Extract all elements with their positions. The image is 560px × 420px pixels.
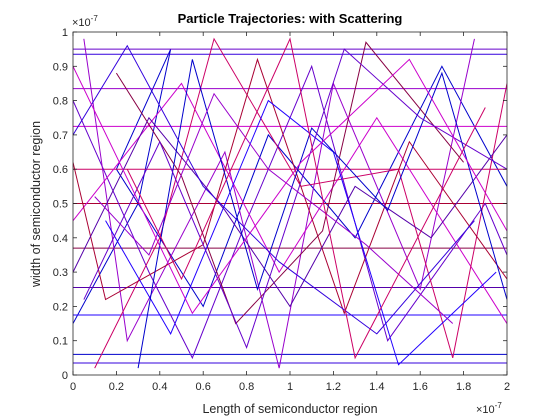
y-tick-label-9: 0.9 bbox=[53, 61, 68, 73]
trajectory-line-15 bbox=[73, 82, 507, 324]
x-tick-label-3: 0.6 bbox=[196, 381, 211, 393]
trajectory-line-17 bbox=[73, 57, 507, 315]
y-tick-label-8: 0.8 bbox=[53, 96, 68, 108]
trajectory-line-23 bbox=[83, 48, 507, 349]
y-tick-label-7: 0.7 bbox=[53, 130, 68, 142]
y-tick-label-2: 0.2 bbox=[53, 301, 68, 313]
trajectory-line-20 bbox=[105, 99, 497, 366]
x-tick-label-4: 0.8 bbox=[239, 381, 254, 393]
trajectory-line-21 bbox=[137, 59, 507, 369]
y-axis-multiplier: ×10-7 bbox=[72, 14, 98, 29]
trajectory-line-19 bbox=[73, 116, 507, 308]
y-tick-label-1: 0.1 bbox=[53, 336, 68, 348]
x-tick-label-6: 1.2 bbox=[326, 381, 341, 393]
x-tick-label-7: 1.4 bbox=[369, 381, 384, 393]
chart-title: Particle Trajectories: with Scattering bbox=[178, 11, 403, 26]
x-tick-label-0: 0 bbox=[70, 381, 76, 393]
trajectory-line-18 bbox=[115, 41, 464, 325]
y-tick-label-3: 0.3 bbox=[53, 267, 68, 279]
y-tick-label-0: 0 bbox=[62, 370, 68, 382]
x-tick-label-5: 1 bbox=[287, 381, 293, 393]
y-multiplier-base: ×10 bbox=[72, 17, 91, 29]
y-tick-label-4: 0.4 bbox=[53, 233, 68, 245]
plot-area bbox=[73, 32, 507, 375]
y-axis-label: width of semiconductor region bbox=[29, 121, 43, 288]
trajectory-line-14 bbox=[83, 38, 475, 369]
x-tick-label-8: 1.6 bbox=[413, 381, 428, 393]
y-tick-label-6: 0.6 bbox=[53, 164, 68, 176]
axes: 0 0.2 0.4 0.6 0.8 1 1.2 1.4 1.6 1.8 2 0 0.1 0.2 0.3 0.4… bbox=[53, 27, 510, 393]
trajectory-line-24 bbox=[94, 92, 454, 324]
x-tick-label-1: 0.2 bbox=[109, 381, 124, 393]
y-multiplier-exponent: -7 bbox=[91, 14, 99, 23]
y-tick-label-10: 1 bbox=[62, 27, 68, 39]
y-tick-label-5: 0.5 bbox=[53, 199, 68, 211]
trajectory-line-22 bbox=[73, 44, 475, 335]
x-axis-label: Length of semiconductor region bbox=[202, 402, 377, 416]
x-tick-label-2: 0.4 bbox=[152, 381, 167, 393]
x-multiplier-exponent: -7 bbox=[495, 401, 503, 410]
x-axis-multiplier: ×10-7 bbox=[476, 401, 502, 416]
x-tick-label-10: 2 bbox=[504, 381, 510, 393]
trajectory-line-25 bbox=[73, 58, 507, 315]
trajectory-line-1 bbox=[73, 48, 507, 324]
x-multiplier-base: ×10 bbox=[476, 404, 495, 416]
trajectory-line-26 bbox=[126, 37, 486, 360]
x-tick-label-9: 1.8 bbox=[456, 381, 471, 393]
